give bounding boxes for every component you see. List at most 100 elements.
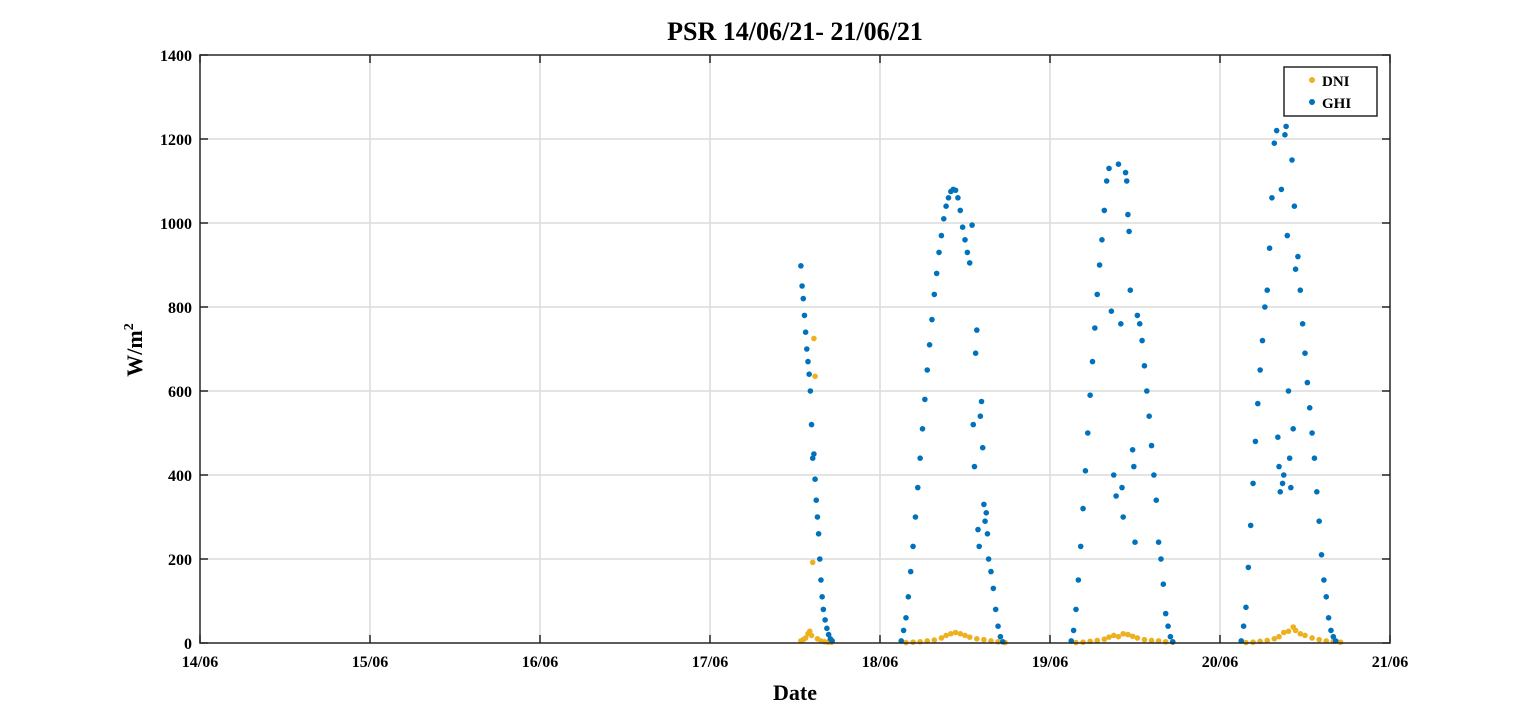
ghi-point [1125, 211, 1131, 218]
ghi-point [1165, 623, 1171, 629]
ghi-point [983, 510, 990, 516]
y-axis-label: W/m2 [122, 323, 147, 376]
ghi-point [807, 388, 814, 394]
ghi-point [1321, 577, 1327, 583]
dni-point [809, 559, 816, 566]
x-tick-label: 21/06 [1372, 654, 1408, 671]
dni-point [812, 373, 818, 380]
ghi-point [940, 216, 947, 222]
ghi-point [1245, 564, 1252, 571]
ghi-point [811, 451, 817, 457]
dni-point [1115, 633, 1122, 640]
ghi-point [982, 518, 988, 524]
ghi-point [907, 568, 914, 575]
dni-point [1106, 634, 1112, 640]
ghi-point [962, 237, 968, 243]
ghi-point [933, 270, 940, 277]
dni-point [1264, 637, 1271, 644]
ghi-point [1254, 400, 1261, 407]
ghi-point [1106, 165, 1112, 172]
ghi-point [966, 260, 973, 266]
ghi-point [1306, 405, 1313, 411]
ghi-point [959, 224, 966, 230]
ghi-point [1330, 633, 1337, 640]
dni-point [802, 635, 809, 641]
ghi-point [1123, 178, 1130, 184]
y-tick-label: 0 [184, 636, 192, 653]
dni-point [957, 630, 964, 637]
ghi-point [1148, 442, 1155, 449]
ghi-point [972, 350, 979, 357]
y-tick-label: 1000 [160, 216, 192, 233]
legend-dni-label: DNI [1322, 74, 1350, 90]
ghi-point [1282, 132, 1288, 138]
x-tick-label: 18/06 [862, 654, 898, 671]
ghi-point [1129, 447, 1136, 453]
y-tick-label: 400 [168, 468, 192, 485]
ghi-point [1252, 438, 1259, 445]
dni-point [1125, 631, 1131, 638]
ghi-point [1101, 207, 1108, 214]
ghi-point [1269, 195, 1275, 201]
ghi-point [1113, 493, 1119, 499]
legend-box [1283, 66, 1378, 117]
dni-point [1309, 635, 1315, 641]
ghi-point [1314, 489, 1320, 495]
x-tick-label: 14/06 [182, 654, 218, 671]
dni-point [931, 637, 938, 643]
dni-point [1080, 639, 1086, 645]
dni-point [808, 632, 815, 639]
ghi-point [1073, 606, 1079, 613]
y-tick-label: 600 [168, 384, 192, 401]
ghi-point [818, 577, 824, 583]
ghi-point [1283, 123, 1289, 130]
ghi-point [1257, 367, 1263, 373]
x-tick-label: 20/06 [1202, 654, 1238, 671]
x-tick-label: 17/06 [692, 654, 728, 671]
ghi-point [1290, 426, 1296, 432]
legend: DNI GHI [1283, 66, 1378, 117]
dni-point [1120, 630, 1126, 637]
ghi-point [988, 568, 994, 575]
dni-point [910, 639, 916, 645]
dni-point [952, 629, 959, 636]
ghi-point [931, 291, 938, 298]
dni-point [1276, 633, 1282, 640]
ghi-point [1250, 480, 1256, 487]
ghi-point [1077, 543, 1084, 550]
ghi-point [1279, 480, 1286, 487]
ghi-point [1151, 472, 1157, 478]
ghi-point [955, 195, 961, 201]
ghi-point [1119, 484, 1125, 491]
ghi-point [976, 543, 982, 550]
ghi-point [1247, 522, 1254, 529]
ghi-point [1284, 232, 1291, 239]
ghi-point [943, 203, 949, 209]
ghi-point [981, 501, 987, 508]
ghi-point [1080, 505, 1086, 512]
ghi-point [1092, 325, 1098, 331]
ghi-point [822, 617, 828, 623]
dni-point [966, 634, 973, 640]
dni-point [1094, 637, 1101, 644]
ghi-point [1082, 468, 1089, 474]
ghi-point [816, 556, 823, 562]
dni-point [943, 632, 949, 639]
ghi-point [1262, 304, 1268, 310]
ghi-point [1286, 455, 1293, 462]
ghi-point [1132, 539, 1138, 545]
ghi-point [977, 413, 984, 420]
ghi-point [1096, 262, 1103, 268]
ghi-point [1110, 472, 1117, 478]
ghi-point [1120, 514, 1126, 520]
ghi-point [1118, 321, 1124, 327]
dni-point [1250, 639, 1256, 645]
ghi-point [1266, 245, 1273, 251]
ghi-point [1108, 308, 1115, 315]
dni-point [1285, 628, 1292, 635]
y-tick-label: 800 [168, 300, 192, 317]
ghi-point [812, 476, 818, 483]
ghi-point [1292, 266, 1299, 273]
ghi-point [1094, 291, 1101, 298]
ghi-point [945, 195, 952, 201]
